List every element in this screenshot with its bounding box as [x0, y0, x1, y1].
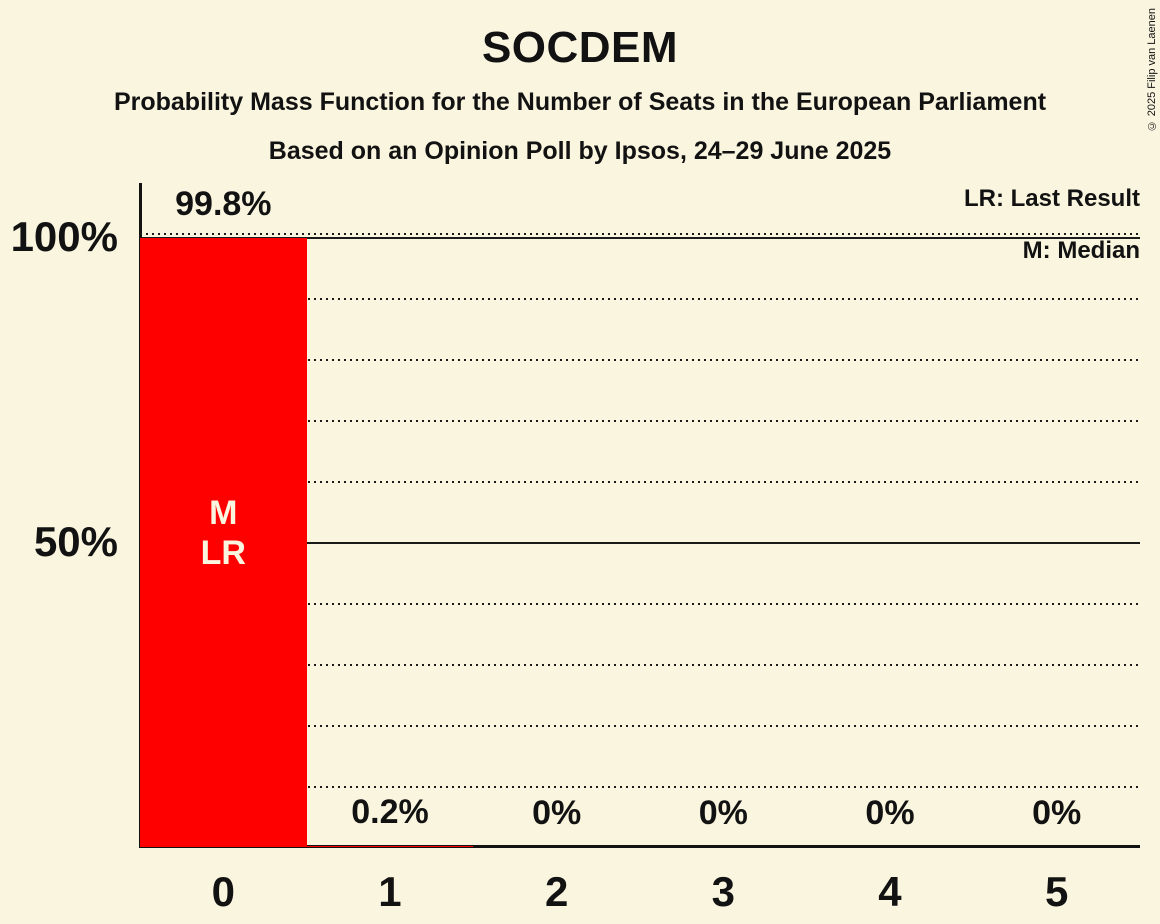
x-axis-label-0: 0: [211, 868, 235, 915]
bar-value-label-3: 0%: [698, 794, 748, 832]
x-axis-label-2: 2: [544, 868, 569, 915]
gridline-dotted-30pct: [140, 664, 1140, 666]
gridline-dotted-100pct: [140, 233, 1140, 235]
y-axis-label-100pct: 100%: [10, 213, 118, 260]
gridline-dotted-80pct: [140, 359, 1140, 361]
x-axis-label-4: 4: [878, 868, 902, 915]
x-axis-line: [139, 845, 1140, 848]
gridline-dotted-90pct: [140, 298, 1140, 300]
gridline-dotted-10pct: [140, 786, 1140, 788]
chart-subtitle-poll-info: Based on an Opinion Poll by Ipsos, 24–29…: [268, 137, 892, 165]
x-axis-label-5: 5: [1044, 868, 1069, 915]
chart-subtitle: Probability Mass Function for the Number…: [113, 88, 1047, 116]
gridline-solid-50pct: [140, 542, 1140, 544]
gridline-dotted-60pct: [140, 481, 1140, 483]
gridline-dotted-20pct: [140, 725, 1140, 727]
gridline-dotted-40pct: [140, 603, 1140, 605]
x-axis-label-3: 3: [711, 868, 735, 915]
gridline-dotted-70pct: [140, 420, 1140, 422]
chart-title: SOCDEM: [481, 23, 679, 72]
gridline-solid-100pct: [140, 237, 1140, 239]
median-last-result-marker: M LR: [140, 493, 307, 573]
bar-seats-0: [140, 238, 307, 847]
x-axis-label-1: 1: [378, 868, 402, 915]
y-axis-label-50pct: 50%: [33, 518, 118, 565]
legend-median: M: Median: [1022, 237, 1140, 264]
bar-value-label-2: 0%: [532, 794, 582, 832]
legend-last-result: LR: Last Result: [963, 185, 1140, 212]
bar-value-label-5: 0%: [1032, 794, 1082, 832]
bar-value-label-4: 0%: [865, 794, 915, 832]
marker-line-m: M: [209, 493, 238, 532]
bar-seats-1: [306, 845, 474, 847]
bar-value-label-0: 99.8%: [175, 185, 272, 224]
bar-value-label-1: 0.2%: [351, 792, 429, 831]
plot-area: 99.8% 0 0.2% 1 0% 2 0% 3 0% 4 0% 5 M LR: [140, 186, 1140, 915]
marker-line-lr: LR: [200, 533, 246, 572]
